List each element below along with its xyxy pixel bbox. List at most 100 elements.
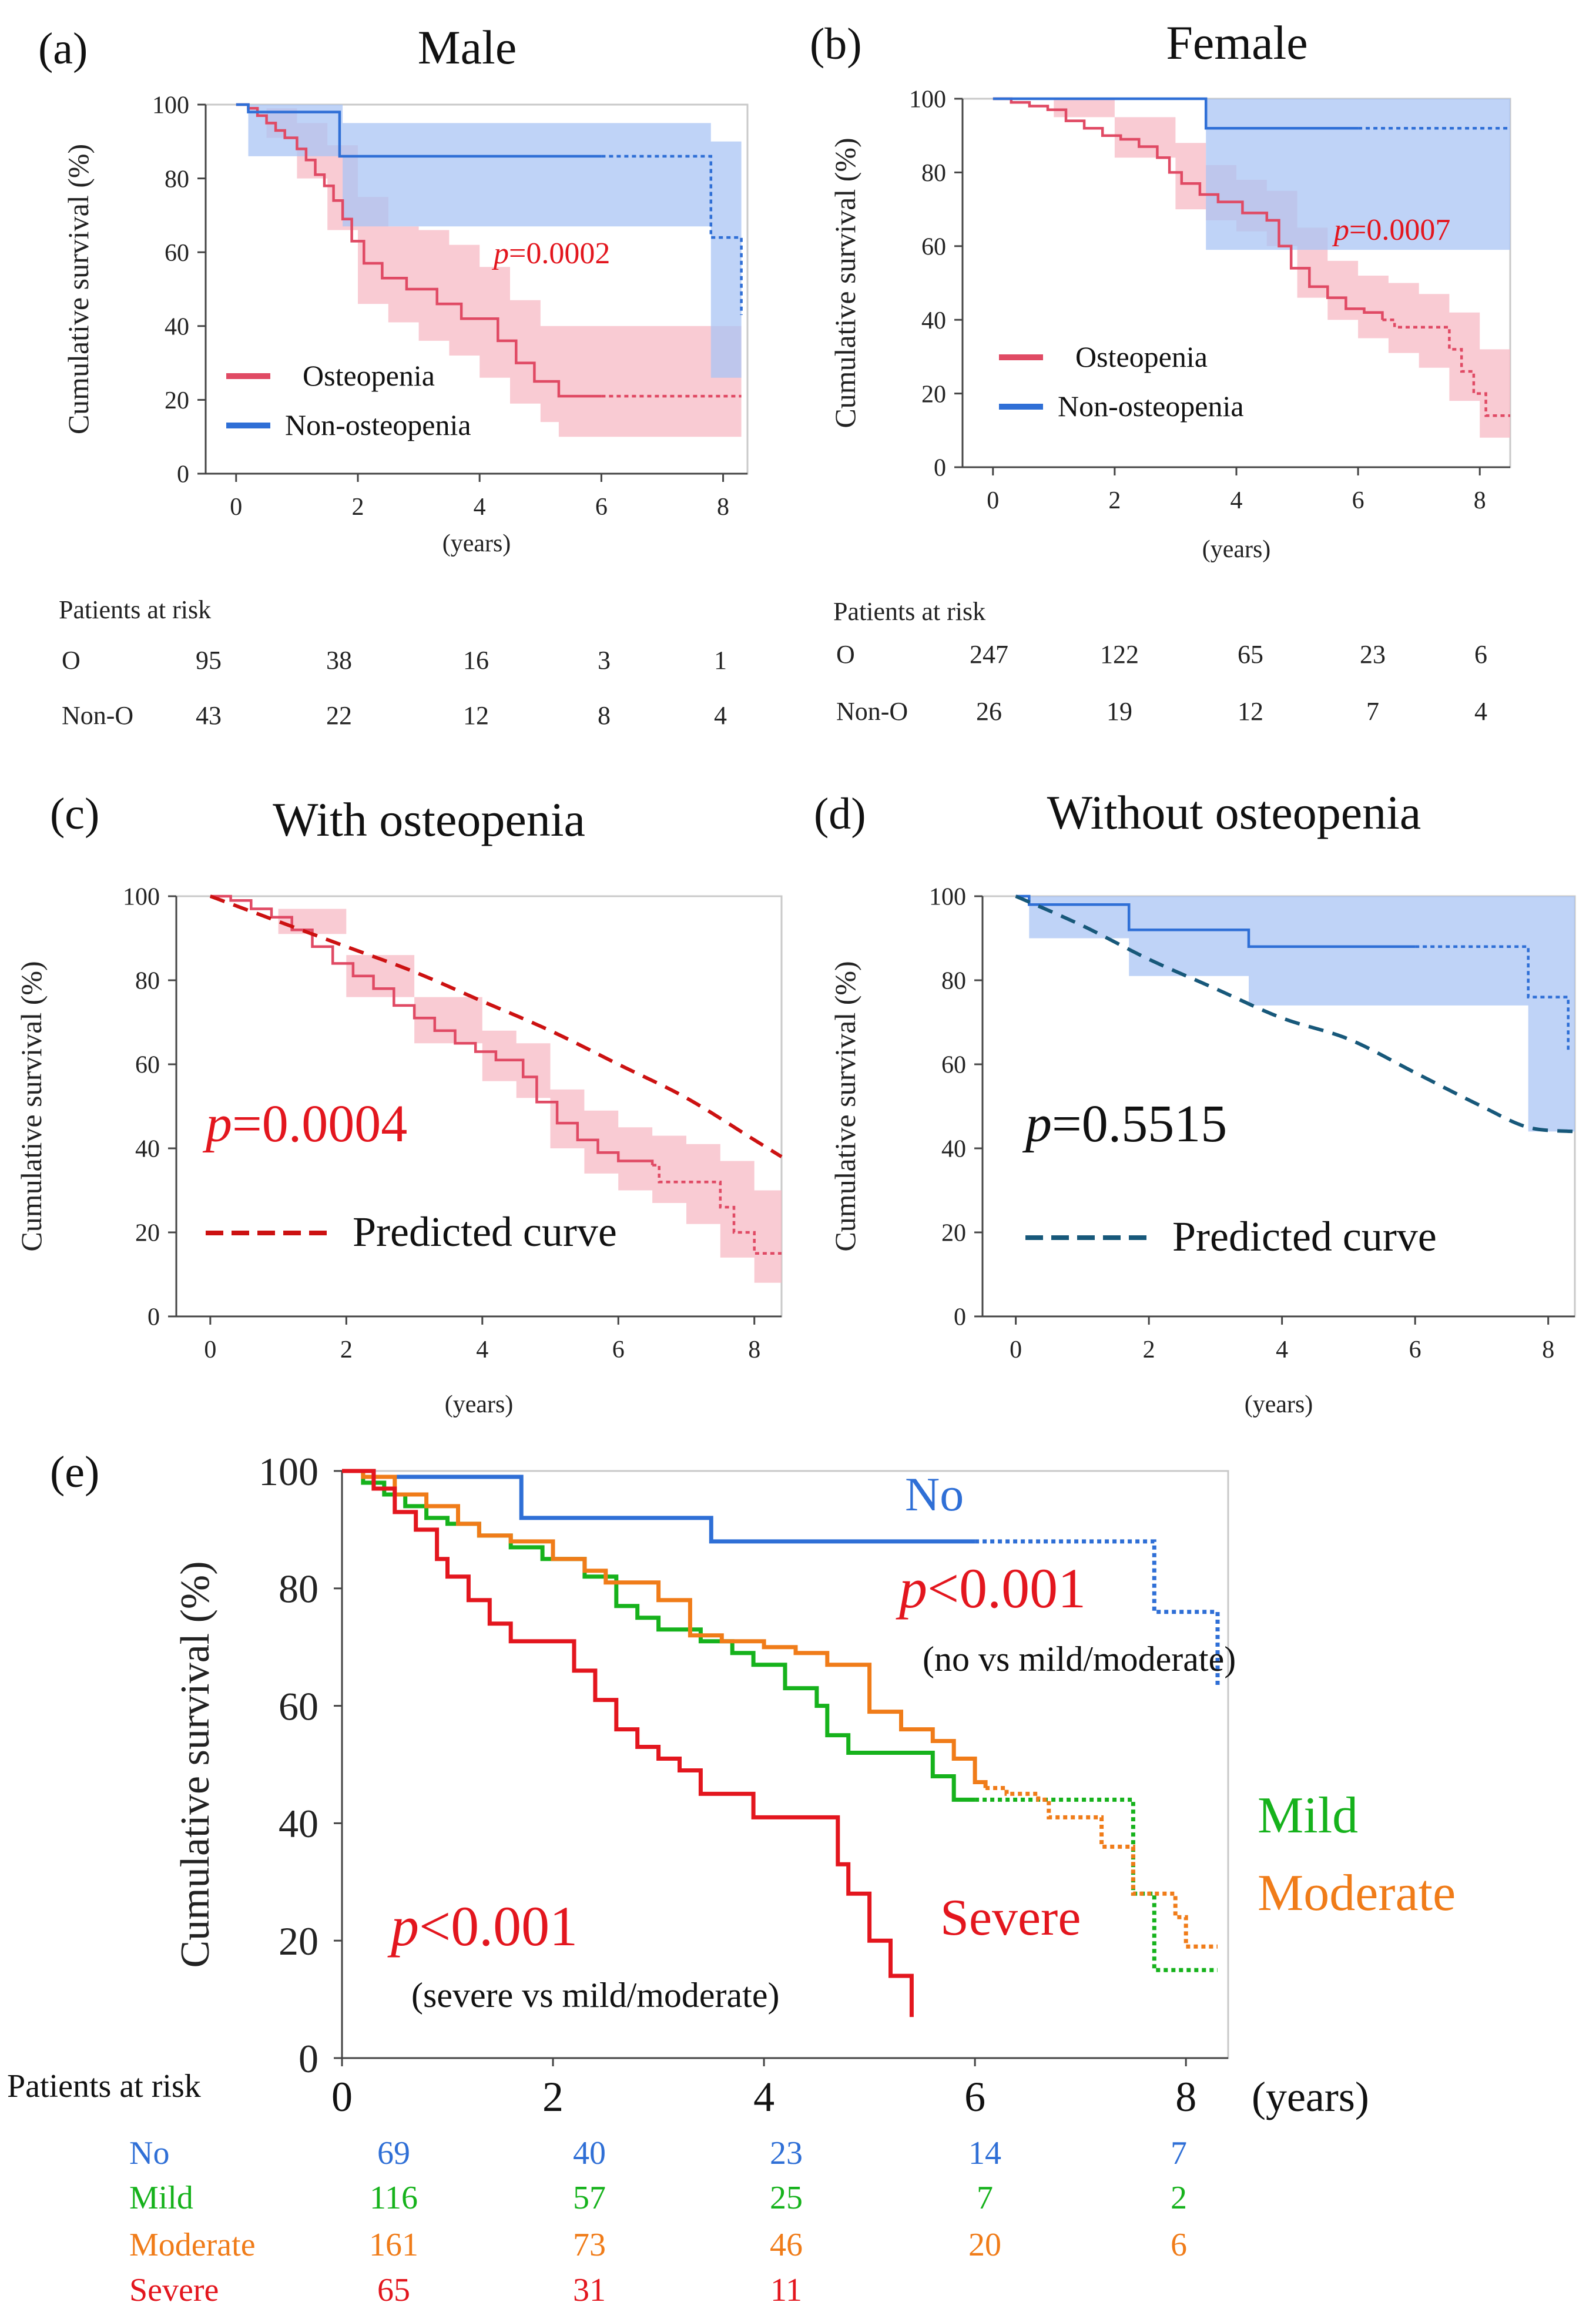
at-risk-value: 23 [1360, 640, 1386, 669]
x-tick-label: 8 [1175, 2073, 1196, 2120]
series-label-severe: Severe [940, 1889, 1081, 1946]
p-value-note: (severe vs mild/moderate) [411, 1976, 779, 2015]
y-tick-label: 60 [921, 234, 946, 261]
km-line-without-osteopenia [1015, 894, 1416, 949]
at-risk-row-label: No [129, 2135, 169, 2171]
x-tick-label: 4 [1230, 487, 1243, 514]
at-risk-value: 23 [770, 2135, 803, 2171]
p-symbol: p [1332, 213, 1349, 247]
at-risk-value: 2 [1171, 2180, 1187, 2216]
y-axis-label: Cumulative survival (%) [15, 961, 48, 1251]
panel-label: (a) [38, 24, 88, 73]
predicted-curve [1015, 894, 1575, 1134]
legend-label: Predicted curve [1172, 1213, 1437, 1260]
panel-title: Male [418, 21, 517, 74]
at-risk-row-label: O [836, 640, 855, 669]
y-tick-label: 80 [941, 968, 966, 995]
x-tick-label: 0 [204, 1336, 216, 1363]
x-axis-label: (years) [442, 530, 511, 557]
x-tick-label: 0 [331, 2073, 353, 2120]
p-value: p=0.0002 [491, 237, 610, 270]
km-line-non-osteopenia [993, 97, 1359, 130]
km-line-with-osteopenia [210, 894, 654, 1165]
km-line-non-osteopenia [236, 103, 602, 158]
at-risk-value: 1 [714, 646, 727, 675]
x-tick-label: 4 [476, 1336, 488, 1363]
km-dotted-moderate [985, 1786, 1218, 1949]
x-tick-label: 0 [230, 494, 242, 521]
y-axis-label: Cumulative survival (%) [173, 1561, 218, 1968]
p-number: =0.0004 [232, 1095, 407, 1153]
y-tick-label: 0 [177, 461, 189, 488]
y-axis-label: Cumulative survival (%) [62, 144, 95, 434]
y-tick-label: 0 [954, 1304, 966, 1331]
at-risk-value: 20 [968, 2227, 1001, 2263]
at-risk-value: 16 [463, 646, 489, 675]
legend-label: Osteopenia [303, 359, 435, 392]
panel-label: (b) [810, 19, 862, 69]
x-tick-label: 2 [1108, 487, 1121, 514]
series-label-moderate: Moderate [1258, 1865, 1456, 1922]
p-number: =0.0002 [509, 237, 610, 270]
x-tick-label: 8 [748, 1336, 760, 1363]
y-tick-label: 20 [135, 1220, 160, 1247]
p-number: =0.0007 [1349, 213, 1450, 247]
km-dotted-no [975, 1539, 1220, 1688]
x-tick-label: 8 [717, 494, 729, 521]
y-tick-label: 80 [279, 1567, 318, 1611]
at-risk-value: 7 [1366, 697, 1379, 726]
at-risk-value: 247 [970, 640, 1008, 669]
y-tick-label: 60 [279, 1684, 318, 1728]
y-tick-label: 20 [941, 1220, 966, 1247]
x-tick-label: 2 [542, 2073, 564, 2120]
ci-band-osteopenia [236, 105, 742, 437]
y-tick-label: 80 [165, 166, 189, 193]
at-risk-value: 4 [1474, 697, 1487, 726]
x-tick-label: 6 [964, 2073, 985, 2120]
x-tick-label: 0 [1010, 1336, 1022, 1363]
at-risk-value: 12 [1238, 697, 1263, 726]
at-risk-value: 8 [598, 701, 611, 730]
y-tick-label: 100 [152, 92, 189, 119]
panel-b: (b) Female 0 20 40 60 80 100 0 2 4 6 8 Cumulative sur… [810, 16, 1511, 726]
legend-label: Non-osteopenia [285, 408, 471, 441]
y-tick-label: 40 [279, 1801, 318, 1846]
panel-title: With osteopenia [273, 793, 585, 846]
y-tick-label: 60 [165, 240, 189, 267]
y-tick-label: 40 [941, 1136, 966, 1163]
panel-label: (e) [50, 1447, 99, 1497]
at-risk-value: 43 [196, 701, 222, 730]
km-dotted-with-osteopenia [652, 1164, 782, 1255]
at-risk-row-label: Mild [129, 2180, 193, 2216]
y-tick-label: 40 [921, 307, 946, 334]
x-tick-label: 2 [1143, 1336, 1155, 1363]
panel-label: (c) [50, 789, 99, 839]
legend-label: Predicted curve [353, 1208, 617, 1255]
at-risk-value: 57 [573, 2180, 606, 2216]
km-line-osteopenia [236, 103, 602, 398]
x-axis-label: (years) [1202, 536, 1271, 563]
km-line-severe [342, 1469, 914, 2018]
p-value: p<0.001 [896, 1557, 1086, 1620]
p-value: p<0.001 [387, 1895, 578, 1958]
at-risk-row-label: Non-O [836, 697, 908, 726]
at-risk-value: 65 [377, 2272, 410, 2308]
y-tick-label: 100 [123, 884, 160, 911]
x-tick-label: 0 [987, 487, 999, 514]
y-axis-label: Cumulative survival (%) [829, 961, 861, 1251]
ci-band-non-osteopenia [236, 105, 742, 430]
at-risk-value: 11 [770, 2272, 802, 2308]
y-tick-label: 60 [135, 1052, 160, 1079]
x-tick-label: 6 [1409, 1336, 1421, 1363]
series-label-no: No [905, 1467, 964, 1521]
at-risk-value: 31 [573, 2272, 606, 2308]
km-line-osteopenia [993, 97, 1384, 320]
at-risk-value: 95 [196, 646, 222, 675]
x-tick-label: 6 [1352, 487, 1364, 514]
km-line-moderate [342, 1469, 988, 1788]
at-risk-header: Patients at risk [59, 595, 211, 624]
at-risk-value: 6 [1474, 640, 1487, 669]
km-dotted-osteopenia [1382, 318, 1510, 417]
at-risk-value: 14 [968, 2135, 1001, 2171]
